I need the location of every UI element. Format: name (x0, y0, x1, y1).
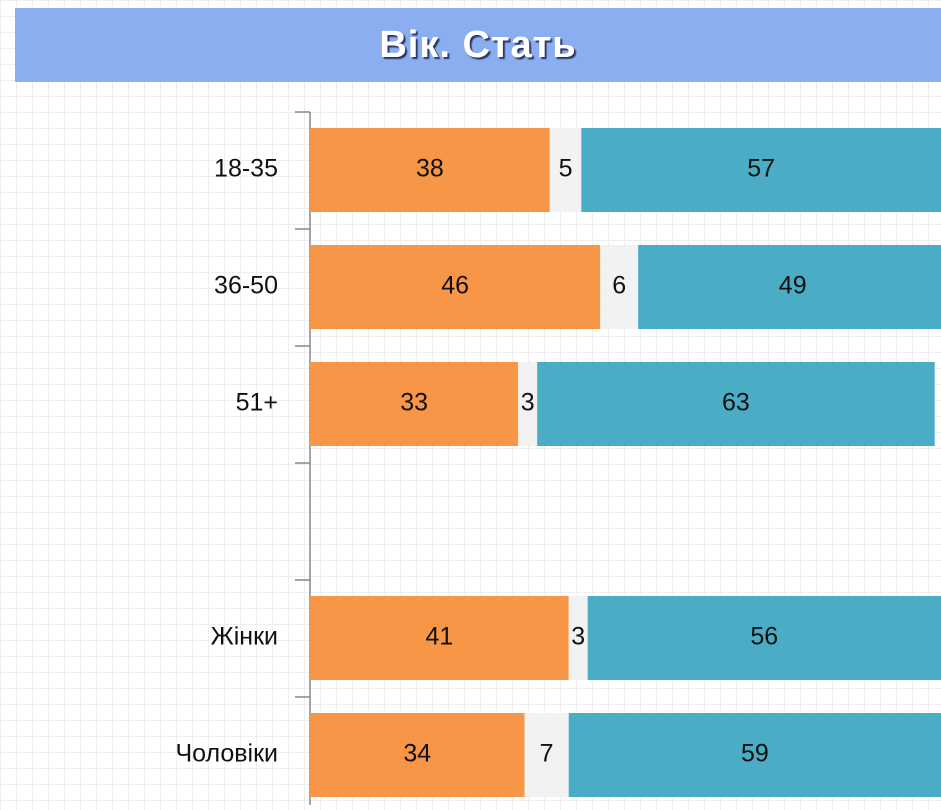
bar-segment (310, 128, 550, 212)
y-tick-label: 36-50 (214, 272, 278, 300)
bar-segment (524, 713, 569, 797)
bar-segment (310, 596, 569, 680)
data-label: 49 (779, 272, 807, 300)
data-label: 7 (540, 740, 554, 768)
chart-title: Вік. Стать (379, 24, 576, 66)
title-banner (15, 8, 941, 82)
bar-segment (581, 128, 941, 212)
data-label: 46 (441, 272, 469, 300)
bar-segment (310, 713, 525, 797)
bar-segment (310, 362, 519, 446)
bar-segment (587, 596, 941, 680)
y-tick-label: 18-35 (214, 155, 278, 183)
data-label: 57 (747, 155, 775, 183)
bar-segment (600, 245, 639, 329)
data-label: 5 (559, 155, 573, 183)
bar-segment (537, 362, 935, 446)
y-tick-label: Жінки (211, 623, 278, 651)
data-label: 6 (612, 272, 626, 300)
data-label: 3 (521, 389, 535, 417)
bar-segment (549, 128, 582, 212)
data-label: 33 (400, 389, 428, 417)
bar-segment (568, 713, 941, 797)
data-label: 56 (750, 623, 778, 651)
y-tick-label: Чоловіки (175, 740, 278, 768)
data-label: 63 (722, 389, 750, 417)
data-label: 38 (416, 155, 444, 183)
bar-segment (638, 245, 941, 329)
bar-segment (518, 362, 538, 446)
data-label: 59 (741, 740, 769, 768)
data-label: 41 (425, 623, 453, 651)
bar-segment (568, 596, 588, 680)
bar-segment (310, 245, 601, 329)
y-tick-label: 51+ (236, 389, 278, 417)
data-label: 3 (571, 623, 585, 651)
data-label: 34 (403, 740, 431, 768)
